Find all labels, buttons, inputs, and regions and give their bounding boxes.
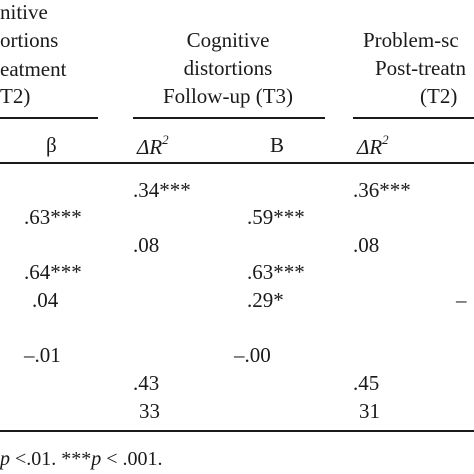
col2-header-line1: Cognitive: [186, 28, 270, 52]
col2-delta-r-sup: 2: [162, 132, 169, 147]
col1-header-line2: ortions: [0, 28, 59, 52]
col2-b-subheader: B: [270, 133, 285, 157]
col2-header-line3: Follow-up (T3): [162, 84, 294, 108]
col2-header-line2: distortions: [183, 56, 273, 80]
footnote: p <.01. ***p < .001.: [0, 449, 163, 469]
col2-delta-r2-subheader: ΔR2: [137, 132, 169, 159]
c2-row1: .34***: [133, 178, 191, 202]
footnote-p2: p: [91, 448, 102, 470]
c1-row4: .64***: [24, 260, 82, 284]
col1-header-line3: eatment: [0, 57, 67, 81]
c4-row9: 31: [359, 399, 380, 423]
c2-row8: .43: [133, 371, 160, 395]
c2-row9: 33: [139, 399, 160, 423]
subheader-rule: [0, 162, 474, 164]
col3-header-line3: (T2): [420, 84, 458, 108]
col3-delta-r2-subheader: ΔR2: [357, 132, 389, 159]
c1-row2: .63***: [24, 205, 82, 229]
c5-row5: –: [456, 288, 467, 312]
c1-row7: –.01: [24, 343, 61, 367]
c1-row5: .04: [32, 288, 59, 312]
col3-header-line1: Problem-sc: [363, 28, 459, 52]
col1-header-line1: nitive: [0, 0, 48, 24]
c4-row1: .36***: [353, 178, 411, 202]
col3-header-line2: Post-treatn: [375, 56, 466, 80]
footnote-text1: <.01. ***: [10, 448, 92, 470]
c3-row5: .29*: [247, 288, 284, 312]
c3-row7: –.00: [234, 343, 271, 367]
col1-header-line4: T2): [0, 84, 31, 108]
footnote-text2: < .001.: [101, 448, 163, 470]
col3-spanner-rule: [353, 117, 474, 119]
bottom-rule: [0, 430, 474, 432]
c2-row3: .08: [133, 233, 160, 257]
c3-row2: .59***: [247, 205, 305, 229]
c4-row3: .08: [353, 233, 380, 257]
footnote-p1: p: [0, 448, 10, 470]
col2-spanner-rule: [133, 117, 325, 119]
col2-delta-r-text: ΔR: [137, 135, 163, 159]
col3-delta-r-sup: 2: [382, 132, 389, 147]
col1-spanner-rule: [0, 117, 98, 119]
c4-row8: .45: [353, 371, 380, 395]
col1-beta-subheader: β: [46, 133, 57, 157]
c3-row4: .63***: [247, 260, 305, 284]
col3-delta-r-text: ΔR: [357, 135, 383, 159]
